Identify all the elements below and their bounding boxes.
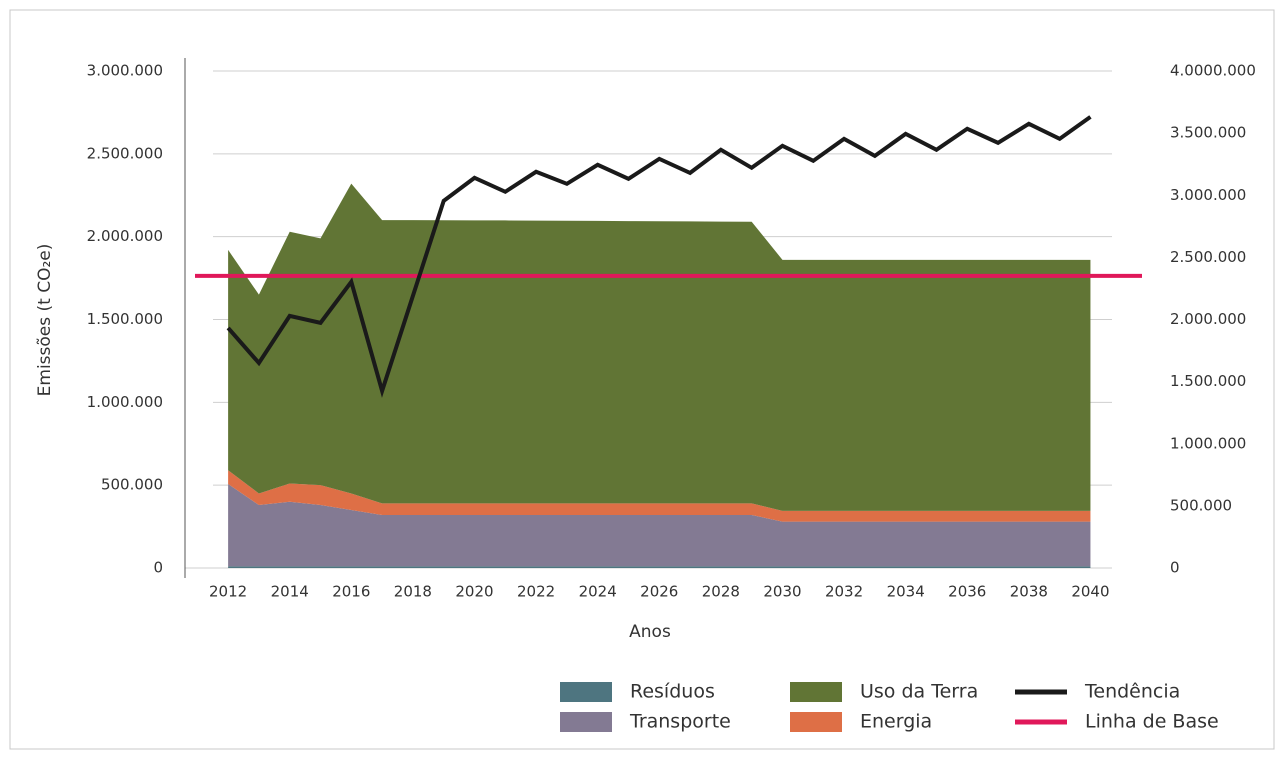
- y2-tick-label: 0: [1170, 559, 1180, 577]
- legend-swatch: [560, 712, 612, 732]
- y2-tick-label: 1.000.000: [1170, 434, 1246, 452]
- x-tick-label: 2036: [948, 583, 986, 601]
- y-tick-label: 1.500.000: [87, 310, 163, 328]
- x-tick-label: 2014: [271, 583, 309, 601]
- x-tick-label: 2016: [332, 583, 370, 601]
- y2-tick-label: 2.500.000: [1170, 248, 1246, 266]
- y-tick-label: 0: [153, 559, 163, 577]
- x-tick-label: 2030: [763, 583, 801, 601]
- x-tick-label: 2022: [517, 583, 555, 601]
- legend-label: Transporte: [629, 711, 731, 733]
- y-tick-label: 1.000.000: [87, 393, 163, 411]
- legend-label: Linha de Base: [1085, 711, 1219, 733]
- area: [228, 484, 1091, 567]
- y2-tick-label: 1.500.000: [1170, 372, 1246, 390]
- y-tick-label: 2.500.000: [87, 144, 163, 162]
- y2-tick-label: 500.000: [1170, 496, 1232, 514]
- x-tick-label: 2032: [825, 583, 863, 601]
- y-axis-label: Emissões (t CO₂e): [35, 244, 55, 397]
- x-tick-label: 2020: [455, 583, 493, 601]
- legend-label: Resíduos: [630, 681, 715, 703]
- legend-swatch: [790, 712, 842, 732]
- x-tick-label: 2018: [394, 583, 432, 601]
- frame: [9, 9, 1275, 750]
- legend-swatch: [790, 682, 842, 702]
- area: [228, 470, 1091, 522]
- legend-label: Tendência: [1084, 681, 1180, 703]
- y-tick-label: 3.000.000: [87, 62, 163, 80]
- y2-tick-label: 3.500.000: [1170, 124, 1246, 142]
- y2-tick-label: 4.0000.000: [1170, 62, 1256, 80]
- x-tick-label: 2038: [1010, 583, 1048, 601]
- legend-label: Uso da Terra: [860, 681, 978, 703]
- area: [228, 566, 1091, 568]
- x-axis-label: Anos: [629, 622, 671, 642]
- trend-line: [226, 115, 1092, 398]
- x-tick-label: 2026: [640, 583, 678, 601]
- x-tick-label: 2012: [209, 583, 247, 601]
- x-tick-label: 2024: [579, 583, 617, 601]
- y2-tick-label: 2.000.000: [1170, 310, 1246, 328]
- legend-swatch: [560, 682, 612, 702]
- legend-label: Energia: [860, 711, 932, 733]
- y-tick-label: 2.000.000: [87, 227, 163, 245]
- y-tick-label: 500.000: [101, 476, 163, 494]
- area: [228, 183, 1091, 511]
- x-tick-label: 2034: [887, 583, 925, 601]
- x-tick-label: 2028: [702, 583, 740, 601]
- x-tick-label: 2040: [1071, 583, 1109, 601]
- y2-tick-label: 3.000.000: [1170, 186, 1246, 204]
